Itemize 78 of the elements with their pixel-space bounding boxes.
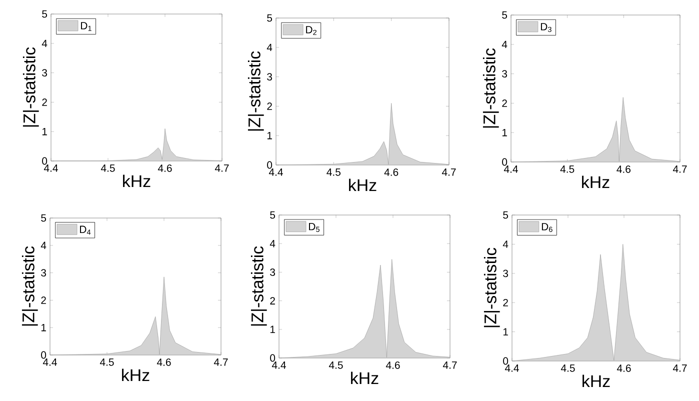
x-tick-label: 4.6 xyxy=(158,164,172,172)
y-axis-title: |Z|-statistic xyxy=(482,48,499,128)
y-axis-title: |Z|-statistic xyxy=(22,47,39,127)
y-tick-label: 1 xyxy=(503,328,508,336)
legend-label: D$_{5}$ xyxy=(309,222,320,232)
y-tick-label: 4 xyxy=(266,44,272,51)
x-tick-label: 4.4 xyxy=(504,364,519,372)
y-tick-label: 0 xyxy=(503,357,508,365)
y-tick-label: 5 xyxy=(270,211,276,219)
legend-label: D$_{3}$ xyxy=(540,23,552,32)
y-tick-label: 5 xyxy=(41,214,46,222)
x-tick-label: 4.6 xyxy=(386,362,400,369)
y-tick-label: 4 xyxy=(502,40,508,48)
y-tick-label: 3 xyxy=(503,270,508,278)
x-tick-label: 4.7 xyxy=(442,362,457,369)
x-tick-label: 4.5 xyxy=(100,358,114,366)
legend-label: D$_{4}$ xyxy=(80,226,91,235)
y-axis-title: |Z|-statistic xyxy=(484,248,500,328)
legend-label: D$_{6}$ xyxy=(542,223,552,232)
x-tick-label: 4.4 xyxy=(42,358,57,366)
y-tick-label: 0 xyxy=(502,158,508,166)
y-tick-label: 0 xyxy=(267,161,272,169)
y-tick-label: 5 xyxy=(502,11,508,19)
x-tick-label: 4.5 xyxy=(100,164,115,172)
legend-label: D$_{1}$ xyxy=(81,22,92,31)
x-tick-label: 4.5 xyxy=(560,364,575,372)
x-tick-label: 4.6 xyxy=(616,166,630,173)
x-axis-title: kHz xyxy=(122,368,150,382)
y-tick-label: 2 xyxy=(41,296,46,304)
x-tick-label: 4.4 xyxy=(504,166,518,173)
y-tick-label: 0 xyxy=(270,354,276,362)
y-tick-label: 3 xyxy=(42,69,48,77)
x-tick-label: 4.5 xyxy=(560,166,574,173)
y-tick-label: 2 xyxy=(267,102,272,110)
y-axis-title: |Z|-statistic xyxy=(248,51,264,131)
y-tick-label: 3 xyxy=(270,268,276,276)
x-tick-label: 4.7 xyxy=(672,166,687,173)
x-tick-label: 4.7 xyxy=(214,164,229,172)
y-tick-label: 2 xyxy=(42,98,47,106)
y-axis-title: |Z|-statistic xyxy=(250,246,267,326)
y-tick-label: 5 xyxy=(42,10,48,18)
y-tick-label: 4 xyxy=(270,240,276,248)
y-tick-label: 2 xyxy=(502,100,507,107)
y-tick-label: 2 xyxy=(270,297,275,304)
y-tick-label: 4 xyxy=(40,242,46,249)
x-axis-title: kHz xyxy=(349,178,376,192)
x-axis-title: kHz xyxy=(582,374,610,388)
y-tick-label: 0 xyxy=(42,157,48,165)
y-tick-label: 1 xyxy=(270,326,275,333)
y-tick-label: 5 xyxy=(267,14,272,22)
x-tick-label: 4.5 xyxy=(326,168,340,176)
y-tick-label: 1 xyxy=(502,129,507,136)
y-tick-label: 3 xyxy=(502,70,508,78)
y-tick-label: 4 xyxy=(42,40,48,47)
y-tick-label: 4 xyxy=(502,240,508,248)
x-tick-label: 4.4 xyxy=(272,362,286,369)
x-axis-title: kHz xyxy=(582,176,610,188)
y-axis-title: |Z|-statistic xyxy=(22,246,38,326)
x-tick-label: 4.7 xyxy=(214,358,228,366)
x-tick-label: 4.6 xyxy=(156,358,171,366)
x-tick-label: 4.7 xyxy=(442,168,456,176)
legend-label: D$_{2}$ xyxy=(306,26,316,35)
y-tick-label: 3 xyxy=(41,269,46,277)
x-tick-label: 4.6 xyxy=(384,168,398,176)
y-tick-label: 3 xyxy=(267,73,272,81)
y-tick-label: 5 xyxy=(503,211,508,219)
x-tick-label: 4.4 xyxy=(44,164,58,172)
y-tick-label: 1 xyxy=(42,128,47,136)
x-tick-label: 4.6 xyxy=(616,364,631,372)
x-axis-title: kHz xyxy=(351,372,378,384)
x-axis-title: kHz xyxy=(123,174,150,188)
y-tick-label: 2 xyxy=(503,298,508,306)
x-tick-label: 4.7 xyxy=(672,364,687,372)
x-tick-label: 4.4 xyxy=(268,168,283,176)
y-tick-label: 0 xyxy=(41,351,46,359)
x-tick-label: 4.5 xyxy=(328,362,343,369)
y-tick-label: 1 xyxy=(267,132,272,140)
y-tick-label: 1 xyxy=(41,324,46,332)
